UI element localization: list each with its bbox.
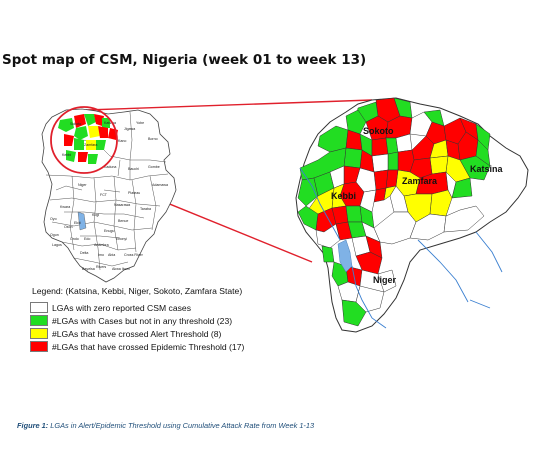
inset-label-taraba: Taraba <box>140 207 151 211</box>
inset-label-benue: Benue <box>118 219 128 223</box>
legend-label-cases: #LGAs with Cases but not in any threshol… <box>52 315 233 326</box>
inset-label-osun: Osun <box>64 225 73 229</box>
inset-label-kaduna: Kaduna <box>104 165 116 169</box>
inset-label-oyo: Oyo <box>50 217 57 221</box>
inset-label-sokoto: Sokoto <box>70 122 81 126</box>
inset-label-plateau: Plateau <box>128 191 140 195</box>
inset-label-yobe: Yobe <box>136 121 144 125</box>
inset-label-cross-river: Cross River <box>124 253 144 257</box>
legend-swatch-white <box>30 302 48 313</box>
inset-state-labels: Sokoto Katsina Kano Borno Zamfara Kebbi … <box>50 121 168 271</box>
zoom-map <box>295 97 529 333</box>
inset-label-rivers: Rivers <box>96 265 106 269</box>
label-zamfara: Zamfara <box>402 176 438 186</box>
inset-label-katsina: Katsina <box>104 121 116 125</box>
inset-label-enugu: Enugu <box>104 229 114 233</box>
inset-label-ogun: Ogun <box>50 233 59 237</box>
inset-label-kano: Kano <box>118 139 126 143</box>
inset-label-gombe: Gombe <box>148 165 160 169</box>
inset-label-fct: FCT <box>100 193 108 197</box>
label-katsina: Katsina <box>470 164 504 174</box>
inset-label-borno: Borno <box>148 137 158 141</box>
legend-item-cases: #LGAs with Cases but not in any threshol… <box>30 314 244 327</box>
legend-swatch-green <box>30 315 48 326</box>
inset-label-ekiti: Ekiti <box>74 221 81 225</box>
legend-item-alert: #LGAs that have crossed Alert Threshold … <box>30 327 244 340</box>
legend-swatch-yellow <box>30 328 48 339</box>
label-niger: Niger <box>373 275 397 285</box>
map-title: Spot map of CSM, Nigeria (week 01 to wee… <box>2 52 367 68</box>
inset-label-ondo: Ondo <box>70 237 79 241</box>
inset-label-kogi: Kogi <box>92 213 99 217</box>
zoom-connector-top <box>85 99 373 111</box>
nigeria-inset-map: Sokoto Katsina Kano Borno Zamfara Kebbi … <box>41 108 177 283</box>
rivers <box>299 167 503 329</box>
inset-label-abia: Abia <box>108 253 115 257</box>
figure-caption: Figure 1: LGAs in Alert/Epidemic Thresho… <box>17 421 314 430</box>
inset-label-akwa-ibom: Akwa Ibom <box>112 267 130 271</box>
inset-label-kebbi: Kebbi <box>62 153 71 157</box>
inset-label-kwara: Kwara <box>60 205 70 209</box>
inset-label-adamawa: Adamawa <box>152 183 168 187</box>
caption-text: LGAs in Alert/Epidemic Threshold using C… <box>48 421 315 430</box>
label-kebbi: Kebbi <box>331 191 356 201</box>
inset-label-lagos: Lagos <box>52 243 62 247</box>
inset-label-imo: Imo <box>98 253 104 257</box>
legend-item-epidemic: #LGAs that have crossed Epidemic Thresho… <box>30 340 244 353</box>
inset-label-bauchi: Bauchi <box>128 167 139 171</box>
legend-label-zero: LGAs with zero reported CSM cases <box>52 302 191 313</box>
map-legend: Legend: (Katsina, Kebbi, Niger, Sokoto, … <box>30 286 244 353</box>
legend-title: Legend: (Katsina, Kebbi, Niger, Sokoto, … <box>32 286 243 296</box>
caption-prefix: Figure 1: <box>17 421 49 430</box>
inset-label-jigawa: Jigawa <box>124 127 135 131</box>
inset-label-anambra: Anambra <box>94 243 109 247</box>
inset-label-niger: Niger <box>78 183 87 187</box>
legend-item-zero: LGAs with zero reported CSM cases <box>30 301 244 314</box>
legend-label-epidemic: #LGAs that have crossed Epidemic Thresho… <box>52 341 245 352</box>
inset-kainji-lake <box>77 211 87 231</box>
inset-lga-colors <box>58 114 118 164</box>
inset-label-ebonyi: Ebonyi <box>116 237 127 241</box>
inset-label-zamfara: Zamfara <box>84 143 97 147</box>
zoom-highlight-circle <box>50 106 118 174</box>
inset-label-edo: Edo <box>84 237 90 241</box>
label-sokoto: Sokoto <box>363 126 394 136</box>
inset-label-bayelsa: Bayelsa <box>82 267 95 271</box>
inset-label-delta: Delta <box>80 251 88 255</box>
legend-swatch-red <box>30 341 48 352</box>
inset-label-nasarawa: Nasarawa <box>114 203 130 207</box>
legend-label-alert: #LGAs that have crossed Alert Threshold … <box>52 328 222 339</box>
